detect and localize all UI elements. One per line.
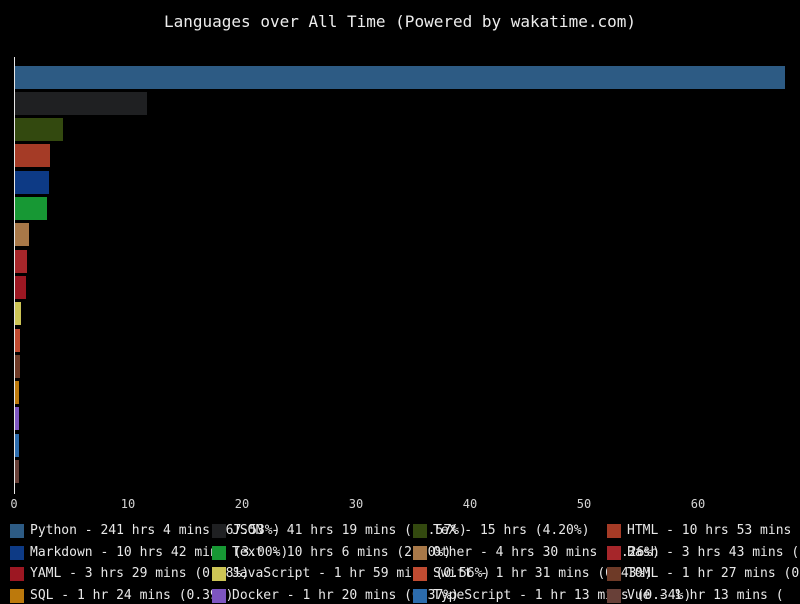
legend-label-sql: SQL - 1 hr 24 mins (0.39%) — [30, 588, 234, 603]
legend-swatch-javascript — [212, 567, 226, 581]
bar-html — [15, 144, 50, 167]
bar-vue — [15, 460, 19, 483]
bar-tex — [15, 118, 63, 141]
x-tick-label-40: 40 — [462, 497, 478, 511]
legend-label-toml: TOML - 1 hr 27 mins (0 — [627, 566, 800, 581]
legend-label-yaml: YAML - 3 hrs 29 mins (0.98%) — [30, 566, 250, 581]
bar-json — [15, 92, 147, 115]
bar-typescript — [15, 434, 19, 457]
legend-label-other: Other - 4 hrs 30 mins (1.26%) — [433, 545, 660, 560]
bar-python — [15, 66, 785, 89]
legend-swatch-json — [212, 524, 226, 538]
legend-swatch-bash — [607, 546, 621, 560]
bar-javascript — [15, 302, 21, 325]
bar-other — [15, 223, 29, 246]
legend-swatch-text — [212, 546, 226, 560]
plot-area: 0 10 20 30 40 50 60 — [10, 57, 785, 511]
bar-yaml — [15, 276, 26, 299]
legend-label-swift: Swift - 1 hr 31 mins (0.43%) — [433, 566, 653, 581]
bar-text — [15, 197, 47, 220]
legend-label-vue: Vue - 1 hr 13 mins ( — [627, 588, 784, 603]
legend-swatch-tex — [413, 524, 427, 538]
x-tick-label-10: 10 — [120, 497, 136, 511]
bar-bash — [15, 250, 27, 273]
bar-swift — [15, 329, 20, 352]
legend-swatch-swift — [413, 567, 427, 581]
legend-label-typescript: TypeScript - 1 hr 13 mins (0.34%) — [433, 588, 692, 603]
legend-swatch-toml — [607, 567, 621, 581]
legend-label-tex: TeX - 15 hrs (4.20%) — [433, 523, 590, 538]
legend-label-html: HTML - 10 hrs 53 mins — [627, 523, 792, 538]
legend-label-json: JSON - 41 hrs 19 mins (11.57%) — [232, 523, 467, 538]
bar-markdown — [15, 171, 49, 194]
x-tick-label-20: 20 — [234, 497, 250, 511]
x-tick-label-50: 50 — [576, 497, 592, 511]
legend-label-docker: Docker - 1 hr 20 mins (0.37%) — [232, 588, 459, 603]
legend-swatch-docker — [212, 589, 226, 603]
legend-swatch-python — [10, 524, 24, 538]
bar-sql — [15, 381, 19, 404]
legend-swatch-other — [413, 546, 427, 560]
x-tick-label-30: 30 — [348, 497, 364, 511]
bar-docker — [15, 407, 19, 430]
legend-swatch-sql — [10, 589, 24, 603]
y-axis-line — [14, 57, 15, 494]
chart-title: Languages over All Time (Powered by waka… — [163, 12, 636, 31]
legend-swatch-yaml — [10, 567, 24, 581]
legend: Python - 241 hrs 4 mins (67.53%) JSON - 4… — [0, 516, 800, 603]
legend-swatch-html — [607, 524, 621, 538]
bar-toml — [15, 355, 20, 378]
legend-swatch-vue — [607, 589, 621, 603]
x-tick-label-60: 60 — [690, 497, 706, 511]
legend-swatch-typescript — [413, 589, 427, 603]
legend-label-text: Text - 10 hrs 6 mins (2.80%) — [232, 545, 452, 560]
x-tick-label-0: 0 — [10, 497, 18, 511]
legend-swatch-markdown — [10, 546, 24, 560]
legend-label-bash: Bash - 3 hrs 43 mins ( — [627, 545, 800, 560]
